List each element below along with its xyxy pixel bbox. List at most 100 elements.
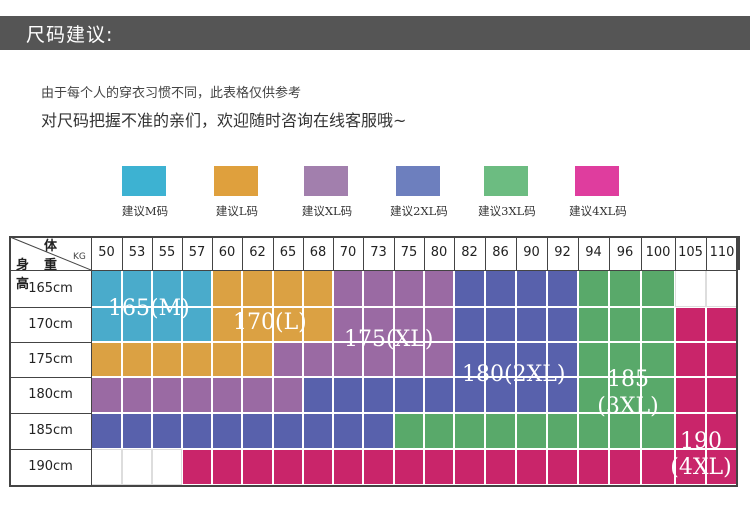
size-cell: [516, 307, 547, 342]
size-cell: [424, 413, 454, 449]
size-cell: [303, 413, 333, 449]
size-cell: [303, 342, 333, 377]
size-cell: [578, 342, 609, 377]
size-cell: [212, 270, 242, 307]
size-cell: [706, 377, 738, 413]
size-cell: [516, 270, 547, 307]
grid-line-vertical: [578, 236, 579, 270]
grid-line-vertical: [485, 236, 486, 270]
size-cell: [675, 307, 706, 342]
grid-line-vertical: [706, 236, 707, 270]
size-cell: [547, 342, 578, 377]
weight-header: 80: [430, 245, 448, 260]
size-cell: [363, 342, 394, 377]
size-cell: [363, 449, 394, 485]
weight-header: 68: [309, 245, 327, 260]
grid-line-horizontal: [9, 236, 738, 238]
corner-height-label: 身高: [16, 258, 30, 292]
size-cell: [485, 413, 516, 449]
size-cell: [706, 413, 738, 449]
legend-label-2xl: 建议2XL码: [390, 204, 448, 218]
legend-item-2xl: 建议2XL码: [375, 166, 465, 226]
grid-line-vertical: [152, 236, 153, 270]
size-cell: [363, 377, 394, 413]
size-cell: [333, 413, 363, 449]
size-cell: [212, 377, 242, 413]
size-cell: [182, 342, 212, 377]
size-cell: [516, 449, 547, 485]
size-cell: [675, 413, 706, 449]
size-cell: [152, 307, 182, 342]
size-cell: [242, 413, 273, 449]
size-cell: [394, 377, 424, 413]
size-cell: [675, 342, 706, 377]
grid-line-vertical: [242, 236, 243, 270]
size-cell: [122, 307, 152, 342]
size-cell: [394, 270, 424, 307]
weight-header: 96: [616, 245, 634, 260]
weight-header: 90: [523, 245, 540, 260]
grid-line-horizontal: [9, 342, 91, 343]
size-cell: [303, 270, 333, 307]
size-label-2xl: 180(2XL): [462, 362, 566, 387]
size-cell: [609, 449, 641, 485]
size-cell: [485, 307, 516, 342]
grid-line-horizontal: [9, 270, 738, 271]
legend-swatch-l: [214, 166, 258, 196]
size-cell: [675, 449, 706, 485]
size-label-4xl-2: (4XL): [670, 455, 732, 480]
size-cell: [182, 270, 212, 307]
size-label-4xl-1: 190: [680, 429, 722, 454]
size-cell: [91, 377, 122, 413]
size-cell: [516, 342, 547, 377]
size-cell: [547, 449, 578, 485]
size-cell: [333, 307, 363, 342]
legend-label-3xl: 建议3XL码: [478, 204, 536, 218]
section-title: 尺码建议:: [26, 24, 114, 46]
weight-header: 55: [158, 245, 176, 260]
size-cell: [273, 449, 303, 485]
corner-unit-label: KG: [73, 252, 86, 262]
grid-line-vertical: [547, 236, 548, 270]
size-cell: [641, 413, 675, 449]
size-cell: [454, 342, 485, 377]
grid-line-vertical: [273, 236, 274, 270]
size-cell: [273, 342, 303, 377]
size-cell: [454, 307, 485, 342]
weight-header: 62: [249, 245, 266, 260]
size-cell: [182, 413, 212, 449]
grid-line-vertical: [333, 236, 334, 270]
size-label-3xl-1: 185: [607, 367, 649, 392]
size-cell: [578, 307, 609, 342]
size-cell: [454, 449, 485, 485]
size-cell: [675, 377, 706, 413]
legend-swatch-4xl: [575, 166, 619, 196]
size-cell: [641, 342, 675, 377]
size-cell: [303, 377, 333, 413]
grid-line-vertical: [91, 236, 92, 486]
size-cell: [152, 377, 182, 413]
size-cell: [609, 377, 641, 413]
weight-header: 65: [279, 245, 297, 260]
size-cell: [273, 307, 303, 342]
grid-line-vertical: [9, 236, 11, 486]
height-label: 180cm: [28, 387, 73, 402]
size-cell: [485, 270, 516, 307]
size-cell: [424, 449, 454, 485]
size-cell: [273, 413, 303, 449]
size-cell: [609, 270, 641, 307]
legend-swatch-m: [122, 166, 166, 196]
legend-label-m: 建议M码: [121, 204, 169, 218]
size-cell: [333, 270, 363, 307]
corner-diagonal: [9, 236, 91, 270]
size-cell: [485, 377, 516, 413]
size-cell: [242, 270, 273, 307]
legend-label-4xl: 建议4XL码: [569, 204, 627, 218]
size-cell: [152, 449, 182, 485]
size-cell: [578, 413, 609, 449]
grid-line-vertical: [738, 236, 740, 270]
size-cell: [394, 307, 424, 342]
legend-label-xl: 建议XL码: [301, 204, 353, 218]
legend-swatch-2xl: [396, 166, 440, 196]
grid-line-vertical: [736, 236, 738, 486]
